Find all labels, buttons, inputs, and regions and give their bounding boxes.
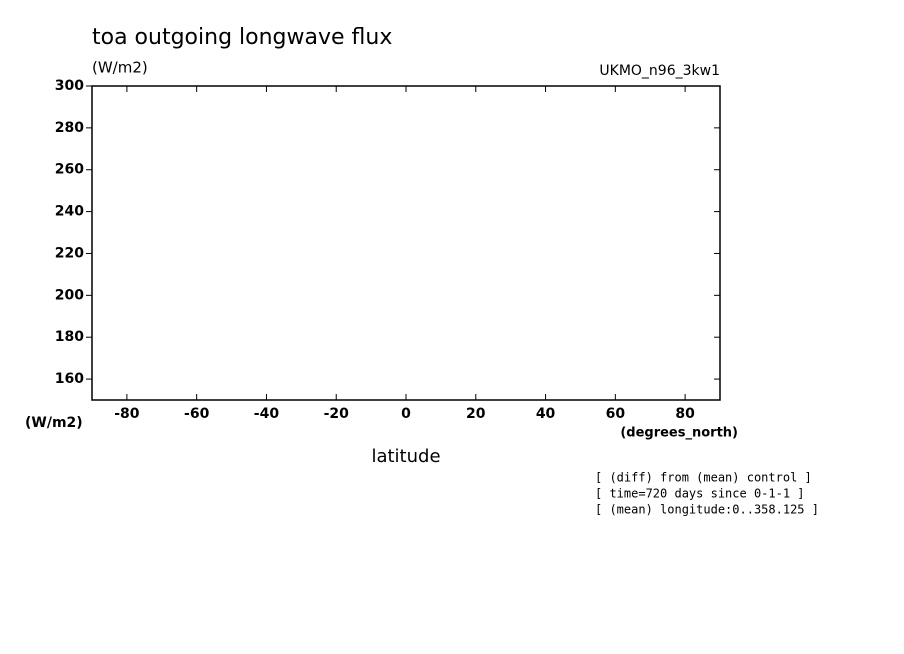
y-units-label: (W/m2)	[25, 415, 83, 431]
x-tick-label: 20	[466, 406, 486, 422]
x-tick-label: 40	[536, 406, 556, 422]
x-tick-label: -20	[324, 406, 350, 422]
chart-title: toa outgoing longwave flux	[92, 25, 392, 50]
y-tick-label: 220	[55, 245, 84, 261]
y-tick-label: 160	[55, 371, 84, 387]
x-tick-label: 60	[606, 406, 626, 422]
x-units-label: (degrees_north)	[620, 426, 738, 441]
y-tick-label: 300	[55, 78, 84, 94]
y-tick-label: 260	[55, 162, 84, 178]
y-tick-label: 200	[55, 287, 84, 303]
note: [ (diff) from (mean) control ]	[595, 471, 812, 485]
x-tick-label: 80	[675, 406, 695, 422]
x-tick-label: -80	[114, 406, 140, 422]
units-label: (W/m2)	[92, 59, 148, 77]
dataset-label: UKMO_n96_3kw1	[599, 63, 720, 79]
x-tick-label: -40	[254, 406, 280, 422]
note: [ time=720 days since 0-1-1 ]	[595, 487, 805, 501]
x-axis-label: latitude	[371, 446, 440, 467]
y-tick-label: 240	[55, 204, 84, 220]
y-tick-label: 180	[55, 329, 84, 345]
x-tick-label: -60	[184, 406, 210, 422]
y-tick-label: 280	[55, 120, 84, 136]
note: [ (mean) longitude:0..358.125 ]	[595, 503, 819, 517]
x-tick-label: 0	[401, 406, 411, 422]
